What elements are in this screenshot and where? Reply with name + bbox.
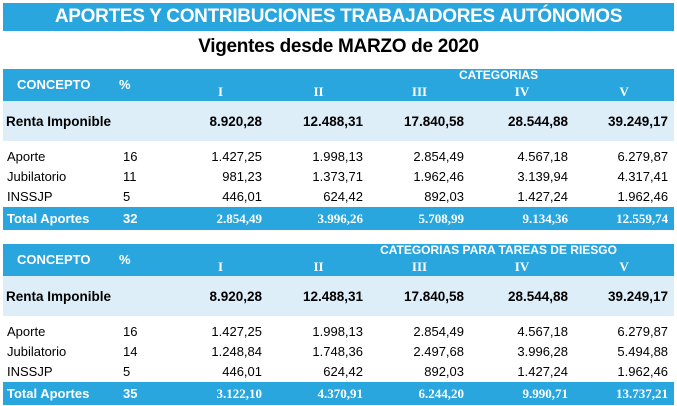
cell-value: 17.840,58 <box>369 101 470 141</box>
cell-value: 8.920,28 <box>173 276 268 316</box>
cell-value: 1.962,46 <box>617 364 669 379</box>
row-percent: 5 <box>123 364 131 379</box>
cell-value: 892,03 <box>424 364 464 379</box>
cell-value: 4.567,18 <box>517 149 568 164</box>
row-percent: 16 <box>123 324 138 339</box>
cell-value: 12.488,31 <box>268 276 369 316</box>
cell-value: 1.962,46 <box>617 189 669 204</box>
row-label: Renta Imponible <box>3 101 173 141</box>
cell-value: 8.920,28 <box>173 101 268 141</box>
categories-header: CATEGORIAS <box>173 69 675 82</box>
percent-header: % <box>111 69 173 101</box>
cell-value: 12.488,31 <box>268 101 369 141</box>
cell-value: 1.998,13 <box>312 149 363 164</box>
cell-value: 446,01 <box>222 189 262 204</box>
cell-value: 892,03 <box>424 189 464 204</box>
total-value: 9.134,36 <box>470 207 574 230</box>
cell-value: 624,42 <box>323 364 363 379</box>
total-value: 13.737,21 <box>574 382 675 405</box>
cell-value: 2.854,49 <box>413 149 464 164</box>
row-percent: 16 <box>123 149 138 164</box>
row-label: Aporte <box>7 149 46 164</box>
row-percent: 5 <box>123 189 131 204</box>
total-value: 3.996,26 <box>268 207 369 230</box>
cell-value: 39.249,17 <box>574 101 675 141</box>
total-aportes-row: Total Aportes 32 2.854,49 3.996,26 5.708… <box>3 207 675 230</box>
cell-value: 981,23 <box>222 169 262 184</box>
category-iii-header: III <box>369 82 470 101</box>
row-label: Aporte <box>7 324 46 339</box>
cell-value: 1.248,84 <box>211 344 262 359</box>
total-aportes-row: Total Aportes 35 3.122,10 4.370,91 6.244… <box>3 382 675 405</box>
total-label: Total Aportes <box>3 382 111 405</box>
total-value: 2.854,49 <box>173 207 268 230</box>
cell-value: 28.544,88 <box>470 101 574 141</box>
cell-value: 1.748,36 <box>312 344 363 359</box>
table-row: Jubilatorio 11 981,23 1.373,71 1.962,46 … <box>3 167 674 187</box>
cell-value: 3.139,94 <box>517 169 568 184</box>
cell-value: 2.854,49 <box>413 324 464 339</box>
table-row: Aporte 16 1.427,25 1.998,13 2.854,49 4.5… <box>3 147 674 167</box>
cell-value: 1.427,25 <box>211 149 262 164</box>
total-value: 3.122,10 <box>173 382 268 405</box>
category-iv-header: IV <box>470 257 574 276</box>
cell-value: 1.427,25 <box>211 324 262 339</box>
categories-header: CATEGORIAS PARA TAREAS DE RIESGO <box>173 244 675 257</box>
concept-header: CONCEPTO <box>3 69 111 101</box>
row-label: INSSJP <box>7 364 53 379</box>
cell-value: 6.279,87 <box>617 149 669 164</box>
cell-value: 17.840,58 <box>369 276 470 316</box>
row-label: INSSJP <box>7 189 53 204</box>
table-row: INSSJP 5 446,01 624,42 892,03 1.427,24 1… <box>3 362 674 382</box>
category-iii-header: III <box>369 257 470 276</box>
cell-value: 1.373,71 <box>312 169 363 184</box>
row-label: Jubilatorio <box>7 344 67 359</box>
total-value: 9.990,71 <box>470 382 574 405</box>
table-row: INSSJP 5 446,01 624,42 892,03 1.427,24 1… <box>3 187 674 207</box>
concept-header: CONCEPTO <box>3 244 111 276</box>
total-label: Total Aportes <box>3 207 111 230</box>
renta-imponible-row: Renta Imponible 8.920,28 12.488,31 17.84… <box>3 101 675 141</box>
category-i-header: I <box>173 257 268 276</box>
total-percent: 35 <box>111 382 173 405</box>
cell-value: 39.249,17 <box>574 276 675 316</box>
table-row: Aporte 16 1.427,25 1.998,13 2.854,49 4.5… <box>3 322 674 342</box>
cell-value: 3.996,28 <box>517 344 568 359</box>
cell-value: 624,42 <box>323 189 363 204</box>
contributions-table-standard: CONCEPTO % CATEGORIAS I II III IV V Rent… <box>3 69 675 230</box>
page-subtitle: Vigentes desde MARZO de 2020 <box>198 36 479 57</box>
category-v-header: V <box>574 82 675 101</box>
total-value: 12.559,74 <box>574 207 675 230</box>
cell-value: 5.494,88 <box>617 344 669 359</box>
cell-value: 1.962,46 <box>413 169 464 184</box>
page-title-banner: APORTES Y CONTRIBUCIONES TRABAJADORES AU… <box>3 3 674 31</box>
total-value: 4.370,91 <box>268 382 369 405</box>
cell-value: 28.544,88 <box>470 276 574 316</box>
cell-value: 4.567,18 <box>517 324 568 339</box>
category-v-header: V <box>574 257 675 276</box>
category-iv-header: IV <box>470 82 574 101</box>
total-value: 6.244,20 <box>369 382 470 405</box>
total-percent: 32 <box>111 207 173 230</box>
cell-value: 2.497,68 <box>413 344 464 359</box>
renta-imponible-row: Renta Imponible 8.920,28 12.488,31 17.84… <box>3 276 675 316</box>
total-value: 5.708,99 <box>369 207 470 230</box>
category-ii-header: II <box>268 257 369 276</box>
row-label: Jubilatorio <box>7 169 67 184</box>
row-percent: 11 <box>123 169 137 184</box>
cell-value: 4.317,41 <box>617 169 669 184</box>
cell-value: 6.279,87 <box>617 324 669 339</box>
cell-value: 1.427,24 <box>517 189 568 204</box>
cell-value: 1.427,24 <box>517 364 568 379</box>
percent-header: % <box>111 244 173 276</box>
cell-value: 1.998,13 <box>312 324 363 339</box>
table-row: Jubilatorio 14 1.248,84 1.748,36 2.497,6… <box>3 342 674 362</box>
category-ii-header: II <box>268 82 369 101</box>
category-i-header: I <box>173 82 268 101</box>
contributions-table-risk: CONCEPTO % CATEGORIAS PARA TAREAS DE RIE… <box>3 244 675 405</box>
cell-value: 446,01 <box>222 364 262 379</box>
row-percent: 14 <box>123 344 138 359</box>
row-label: Renta Imponible <box>3 276 173 316</box>
